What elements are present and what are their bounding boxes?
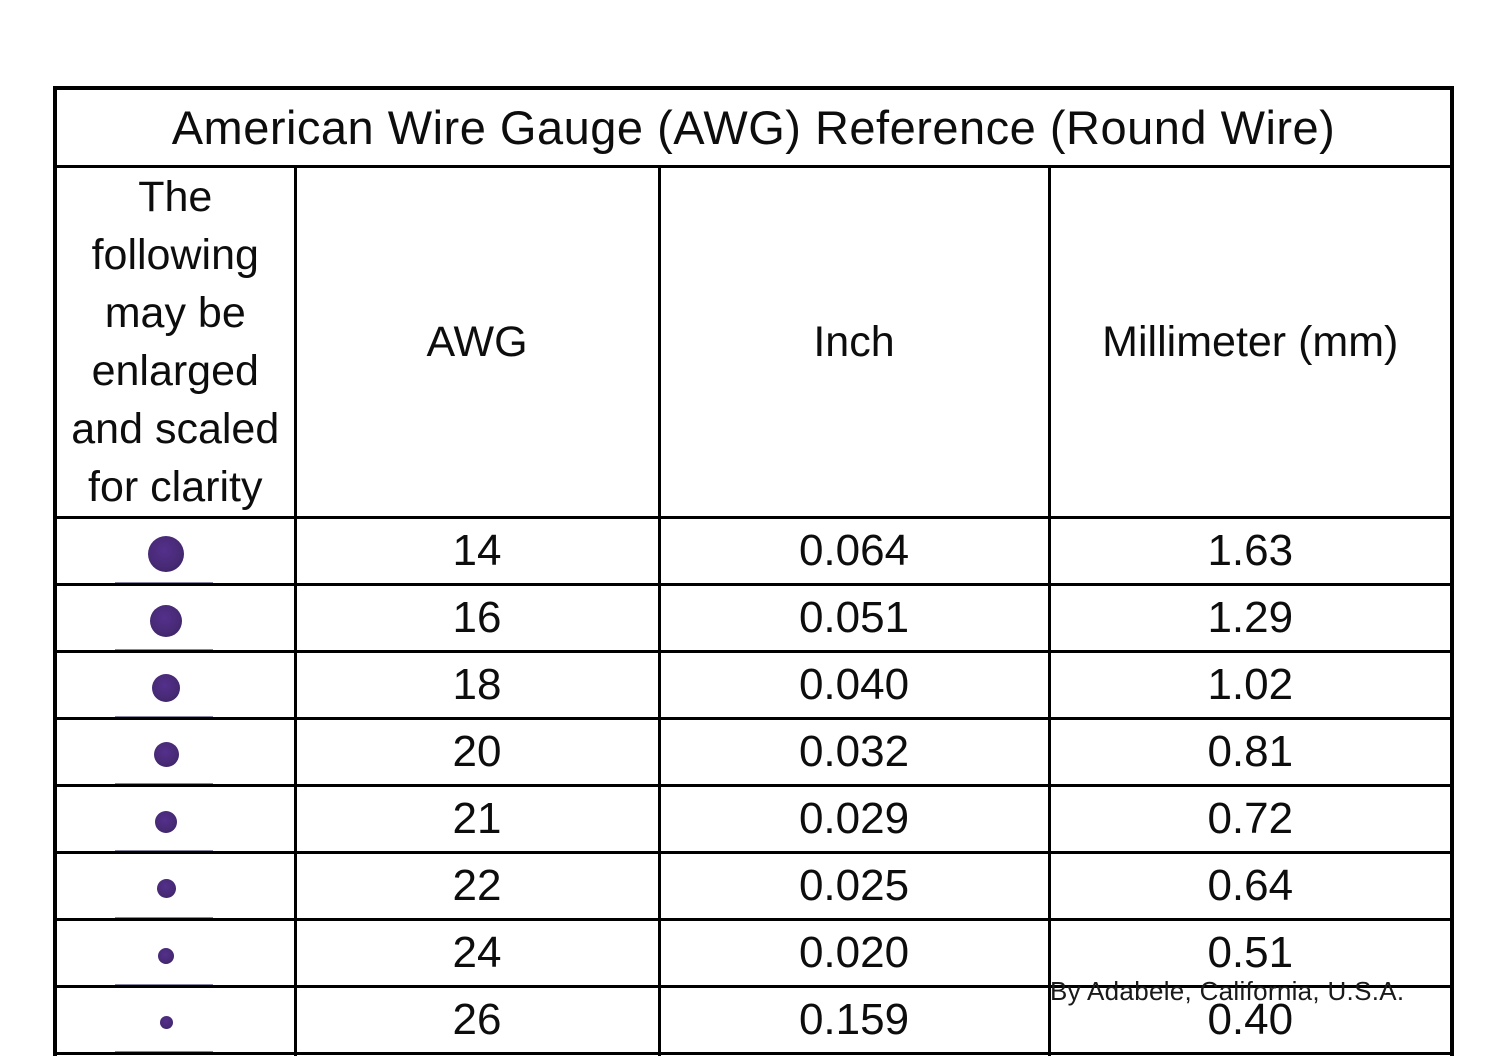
wire-dot-cell — [53, 1052, 297, 1056]
note-header: The following may be enlarged and scaled… — [53, 164, 297, 520]
wire-dot-icon — [156, 879, 176, 899]
wire-dot-icon — [150, 604, 183, 637]
col-header-inch: Inch — [657, 164, 1051, 520]
wire-dot-icon — [155, 810, 178, 833]
awg-value: 24 — [293, 918, 661, 989]
awg-value: 20 — [293, 717, 661, 788]
table-row: 20 0.032 0.81 — [53, 717, 1454, 788]
inch-value: 0.013 — [657, 1052, 1051, 1056]
mm-value: 0.81 — [1047, 717, 1454, 788]
wire-dot-icon — [152, 673, 181, 702]
inch-value: 0.040 — [657, 650, 1051, 721]
table-row: 21 0.029 0.72 — [53, 784, 1454, 855]
inch-value: 0.032 — [657, 717, 1051, 788]
inch-value: 0.051 — [657, 583, 1051, 654]
inch-value: 0.025 — [657, 851, 1051, 922]
mm-value: 1.63 — [1047, 516, 1454, 587]
mm-value: 0.32 — [1047, 1052, 1454, 1056]
mm-value: 0.72 — [1047, 784, 1454, 855]
table-row: 28 0.013 0.32 — [53, 1052, 1454, 1056]
table-row: 14 0.064 1.63 — [53, 516, 1454, 587]
inch-value: 0.029 — [657, 784, 1051, 855]
mm-value: 1.02 — [1047, 650, 1454, 721]
wire-dot-cell — [53, 918, 297, 989]
footer-credit: By Adabele, California, U.S.A. — [1050, 976, 1405, 1006]
col-header-awg: AWG — [293, 164, 661, 520]
col-header-mm: Millimeter (mm) — [1047, 164, 1454, 520]
wire-dot-cell — [53, 516, 297, 587]
inch-value: 0.064 — [657, 516, 1051, 587]
inch-value: 0.020 — [657, 918, 1051, 989]
awg-value: 21 — [293, 784, 661, 855]
table-row: 16 0.051 1.29 — [53, 583, 1454, 654]
wire-dot-icon — [158, 947, 175, 964]
awg-value: 28 — [293, 1052, 661, 1056]
awg-value: 16 — [293, 583, 661, 654]
mm-value: 1.29 — [1047, 583, 1454, 654]
awg-reference-table: American Wire Gauge (AWG) Reference (Rou… — [53, 86, 1455, 1056]
awg-value: 22 — [293, 851, 661, 922]
table-row: 26 0.159 0.40 — [53, 985, 1454, 1056]
awg-value: 18 — [293, 650, 661, 721]
mm-value: 0.64 — [1047, 851, 1454, 922]
table-row: 24 0.020 0.51 — [53, 918, 1454, 989]
wire-dot-icon — [148, 535, 185, 572]
title-row: American Wire Gauge (AWG) Reference (Rou… — [53, 86, 1454, 168]
wire-dot-cell — [53, 650, 297, 721]
table-title: American Wire Gauge (AWG) Reference (Rou… — [53, 86, 1454, 168]
wire-dot-cell — [53, 851, 297, 922]
table-row: 18 0.040 1.02 — [53, 650, 1454, 721]
mm-value: 0.51 — [1047, 918, 1454, 989]
header-row: The following may be enlarged and scaled… — [53, 164, 1454, 520]
awg-value: 26 — [293, 985, 661, 1056]
table-row: 22 0.025 0.64 — [53, 851, 1454, 922]
mm-value: 0.40 — [1047, 985, 1454, 1056]
inch-value: 0.159 — [657, 985, 1051, 1056]
wire-dot-cell — [53, 717, 297, 788]
wire-dot-cell — [53, 985, 297, 1056]
wire-dot-icon — [153, 742, 179, 768]
wire-dot-icon — [159, 1016, 173, 1030]
wire-dot-cell — [53, 784, 297, 855]
awg-value: 14 — [293, 516, 661, 587]
wire-dot-cell — [53, 583, 297, 654]
